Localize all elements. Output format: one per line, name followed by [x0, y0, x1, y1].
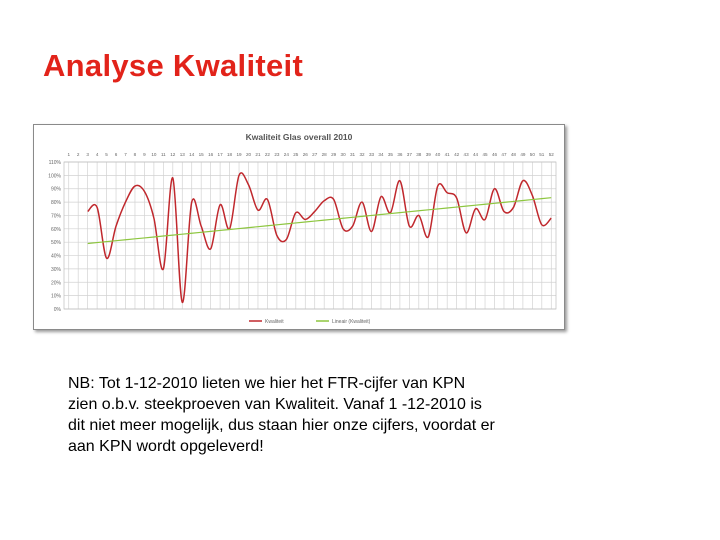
x-tick-label: 15 [199, 152, 205, 157]
y-tick-label: 10% [51, 294, 62, 300]
gridlines [63, 161, 557, 310]
y-tick-label: 0% [54, 307, 62, 313]
x-tick-label: 32 [359, 152, 365, 157]
x-tick-label: 41 [445, 152, 451, 157]
x-tick-label: 31 [350, 152, 356, 157]
x-tick-label: 27 [312, 152, 318, 157]
y-tick-label: 50% [51, 240, 62, 246]
x-tick-label: 23 [274, 152, 280, 157]
slide-title: Analyse Kwaliteit [43, 48, 304, 83]
y-tick-label: 110% [49, 160, 62, 166]
x-tick-label: 29 [331, 152, 337, 157]
x-tick-label: 34 [378, 152, 384, 157]
x-tick-label: 50 [530, 152, 536, 157]
x-tick-label: 45 [482, 152, 488, 157]
y-tick-label: 30% [51, 267, 62, 273]
x-tick-label: 7 [124, 152, 127, 157]
x-tick-label: 20 [246, 152, 252, 157]
x-tick-label: 13 [180, 152, 186, 157]
x-tick-label: 9 [143, 152, 146, 157]
x-tick-label: 47 [501, 152, 507, 157]
x-tick-label: 35 [388, 152, 394, 157]
legend-label: Kwaliteit [265, 319, 284, 325]
x-tick-label: 17 [218, 152, 224, 157]
x-tick-label: 26 [303, 152, 309, 157]
x-tick-label: 40 [435, 152, 441, 157]
x-tick-label: 18 [227, 152, 233, 157]
x-tick-label: 33 [369, 152, 375, 157]
x-tick-label: 36 [397, 152, 403, 157]
x-tick-label: 37 [407, 152, 413, 157]
x-tick-label: 30 [341, 152, 347, 157]
x-tick-label: 38 [416, 152, 422, 157]
legend-label: Lineair (Kwaliteit) [332, 319, 371, 325]
legend: Kwaliteit Lineair (Kwaliteit) [249, 319, 371, 325]
chart-title: Kwaliteit Glas overall 2010 [246, 132, 353, 142]
x-tick-label: 44 [473, 152, 479, 157]
x-tick-label: 3 [86, 152, 89, 157]
x-tick-label: 19 [236, 152, 242, 157]
x-tick-label: 43 [464, 152, 470, 157]
x-tick-label: 2 [77, 152, 80, 157]
x-tick-label: 49 [520, 152, 526, 157]
y-tick-label: 20% [51, 280, 62, 286]
x-tick-label: 28 [322, 152, 328, 157]
x-tick-label: 8 [134, 152, 137, 157]
x-tick-label: 46 [492, 152, 498, 157]
plot-area-border [63, 161, 557, 310]
x-tick-label: 25 [293, 152, 299, 157]
x-tick-label: 1 [67, 152, 70, 157]
y-tick-label: 60% [51, 227, 62, 233]
quality-line-chart: Kwaliteit Glas overall 2010 0% 10% 20% 30% 4… [48, 132, 557, 325]
series-line-trend [87, 197, 552, 245]
x-tick-label: 11 [161, 152, 166, 157]
x-tick-label: 39 [426, 152, 432, 157]
x-tick-label: 12 [170, 152, 176, 157]
y-tick-label: 100% [48, 173, 61, 179]
x-tick-label: 4 [96, 152, 99, 157]
x-tick-label: 52 [549, 152, 555, 157]
y-tick-label: 40% [51, 254, 62, 260]
x-tick-label: 48 [511, 152, 517, 157]
x-tick-label: 24 [284, 152, 290, 157]
x-tick-label: 5 [105, 152, 108, 157]
x-tick-label: 22 [265, 152, 271, 157]
x-tick-label: 16 [208, 152, 214, 157]
x-tick-label: 10 [151, 152, 157, 157]
y-tick-label: 90% [51, 187, 62, 193]
x-tick-label: 42 [454, 152, 460, 157]
note-text: NB: Tot 1-12-2010 lieten we hier het FTR… [68, 375, 495, 455]
chart-frame: Kwaliteit Glas overall 2010 0% 10% 20% 30% 4… [33, 124, 565, 330]
x-tick-label: 14 [189, 152, 195, 157]
x-tick-label: 6 [115, 152, 118, 157]
y-tick-label: 80% [51, 200, 62, 206]
series-line-kwaliteit [87, 172, 552, 304]
series-lines [87, 172, 552, 304]
y-tick-label: 70% [51, 213, 62, 219]
x-tick-label: 21 [255, 152, 261, 157]
axis-labels: 0%10%20%30%40%50%60%70%80%90%100%110%1 2 3… [48, 152, 554, 313]
x-tick-label: 51 [539, 152, 545, 157]
